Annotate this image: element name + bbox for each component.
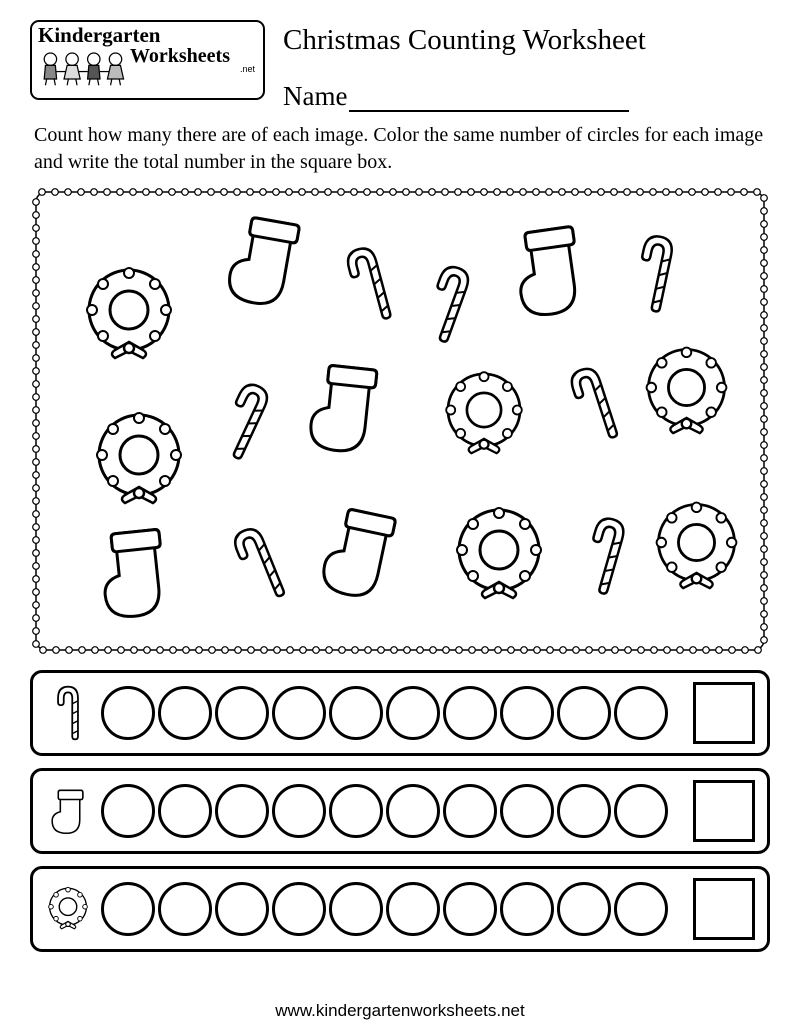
wreath-icon <box>89 405 189 515</box>
candycane-icon <box>219 514 297 615</box>
stocking-icon <box>304 492 414 613</box>
stocking-icon <box>497 212 601 329</box>
instructions-text: Count how many there are of each image. … <box>30 122 770 186</box>
count-circle[interactable] <box>386 686 440 740</box>
candycane-icon <box>45 681 91 745</box>
wreath-icon <box>439 365 529 464</box>
count-circle[interactable] <box>386 784 440 838</box>
count-circle[interactable] <box>386 882 440 936</box>
count-circle[interactable] <box>500 882 554 936</box>
wreath-icon <box>45 877 91 941</box>
count-circle[interactable] <box>272 882 326 936</box>
count-circle[interactable] <box>329 882 383 936</box>
count-circle[interactable] <box>272 686 326 740</box>
count-circles <box>101 784 683 838</box>
candycane-icon <box>202 369 284 471</box>
name-input-line[interactable] <box>349 110 629 112</box>
candycane-icon <box>556 355 629 455</box>
scattered-items <box>44 200 756 642</box>
count-circles <box>101 882 683 936</box>
count-circle[interactable] <box>158 882 212 936</box>
count-circle[interactable] <box>101 784 155 838</box>
count-circles <box>101 686 683 740</box>
count-circle[interactable] <box>443 882 497 936</box>
answer-row-candycane <box>30 670 770 756</box>
count-circle[interactable] <box>614 882 668 936</box>
count-circle[interactable] <box>215 686 269 740</box>
count-circle[interactable] <box>329 784 383 838</box>
candycane-icon <box>620 224 686 322</box>
count-circle[interactable] <box>101 686 155 740</box>
counting-picture-box <box>30 186 770 656</box>
candycane-icon <box>333 235 403 334</box>
count-circle[interactable] <box>215 882 269 936</box>
stocking-icon <box>211 201 318 320</box>
wreath-icon <box>649 495 744 600</box>
answer-row-wreath <box>30 866 770 952</box>
svg-text:.net: .net <box>240 64 256 74</box>
footer-url: www.kindergartenworksheets.net <box>30 1001 770 1021</box>
answer-number-box[interactable] <box>693 682 755 744</box>
count-circle[interactable] <box>443 686 497 740</box>
count-circle[interactable] <box>557 784 611 838</box>
count-circle[interactable] <box>329 686 383 740</box>
candycane-icon <box>408 253 484 354</box>
worksheet-title: Christmas Counting Worksheet <box>283 24 770 57</box>
count-circle[interactable] <box>557 882 611 936</box>
count-circle[interactable] <box>614 784 668 838</box>
count-circle[interactable] <box>101 882 155 936</box>
name-field-row: Name <box>283 81 770 112</box>
stocking-icon <box>84 516 184 630</box>
stocking-icon <box>294 351 394 465</box>
worksheet-header: Kindergarten Worksheets .net Christmas C… <box>30 20 770 112</box>
svg-text:Worksheets: Worksheets <box>130 45 230 67</box>
count-circle[interactable] <box>500 686 554 740</box>
count-circle[interactable] <box>557 686 611 740</box>
svg-text:Kindergarten: Kindergarten <box>38 23 161 47</box>
answer-number-box[interactable] <box>693 878 755 940</box>
stocking-icon <box>45 779 91 843</box>
answer-row-stocking <box>30 768 770 854</box>
answer-rows-container <box>30 670 770 952</box>
wreath-icon <box>639 340 734 445</box>
count-circle[interactable] <box>158 686 212 740</box>
site-logo: Kindergarten Worksheets .net <box>30 20 265 100</box>
wreath-icon <box>449 500 549 610</box>
count-circle[interactable] <box>500 784 554 838</box>
count-circle[interactable] <box>443 784 497 838</box>
count-circle[interactable] <box>272 784 326 838</box>
wreath-icon <box>79 260 179 370</box>
candycane-icon <box>568 505 639 605</box>
name-label: Name <box>283 81 347 111</box>
answer-number-box[interactable] <box>693 780 755 842</box>
count-circle[interactable] <box>158 784 212 838</box>
count-circle[interactable] <box>614 686 668 740</box>
count-circle[interactable] <box>215 784 269 838</box>
